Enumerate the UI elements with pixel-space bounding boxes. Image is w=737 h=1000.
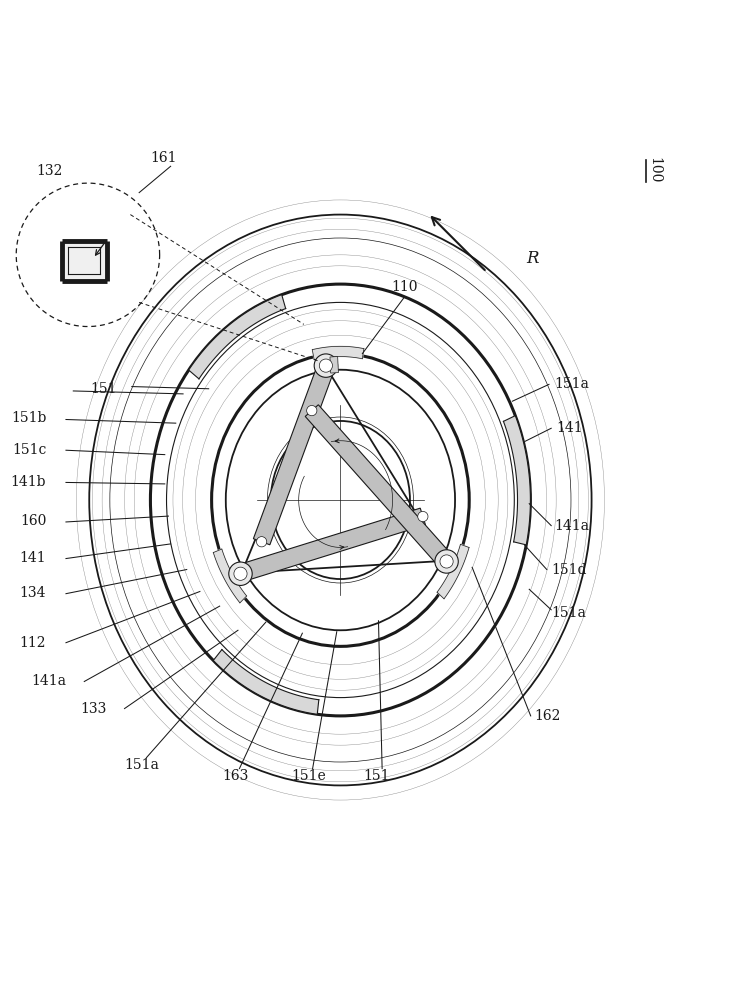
Circle shape	[418, 511, 428, 522]
Text: 151e: 151e	[291, 769, 326, 783]
Text: 151b: 151b	[11, 411, 46, 425]
Circle shape	[307, 405, 317, 416]
Polygon shape	[330, 357, 338, 373]
Circle shape	[234, 567, 247, 580]
Text: 151: 151	[91, 382, 117, 396]
Text: 112: 112	[20, 636, 46, 650]
Polygon shape	[213, 650, 319, 714]
Text: 134: 134	[20, 586, 46, 600]
Text: 110: 110	[391, 280, 418, 294]
Text: R: R	[526, 250, 539, 267]
Text: 141: 141	[20, 551, 46, 565]
Polygon shape	[254, 364, 335, 545]
Text: 141b: 141b	[11, 475, 46, 489]
Text: 141: 141	[556, 421, 583, 435]
Text: 163: 163	[222, 769, 248, 783]
Circle shape	[319, 359, 332, 372]
Text: 151a: 151a	[124, 758, 158, 772]
Text: 162: 162	[534, 709, 561, 723]
Polygon shape	[503, 416, 531, 545]
Text: 133: 133	[80, 702, 106, 716]
Text: 151d: 151d	[551, 563, 587, 577]
Circle shape	[314, 354, 338, 377]
Circle shape	[256, 537, 267, 547]
Text: 141a: 141a	[31, 674, 66, 688]
Text: 141a: 141a	[554, 519, 589, 533]
Text: 161: 161	[150, 151, 177, 165]
Text: 151: 151	[364, 769, 391, 783]
Polygon shape	[305, 405, 452, 567]
Text: 132: 132	[36, 164, 63, 178]
Text: 160: 160	[20, 514, 46, 528]
Text: 151c: 151c	[12, 443, 46, 457]
Polygon shape	[189, 295, 286, 379]
Text: 100: 100	[648, 157, 662, 184]
Text: 151a: 151a	[554, 377, 589, 391]
Polygon shape	[437, 544, 469, 599]
Circle shape	[228, 562, 252, 585]
Circle shape	[435, 550, 458, 573]
Polygon shape	[312, 346, 364, 360]
Polygon shape	[213, 549, 247, 603]
Polygon shape	[239, 508, 425, 581]
Polygon shape	[62, 241, 107, 281]
Circle shape	[440, 555, 453, 568]
Text: 151a: 151a	[551, 606, 586, 620]
